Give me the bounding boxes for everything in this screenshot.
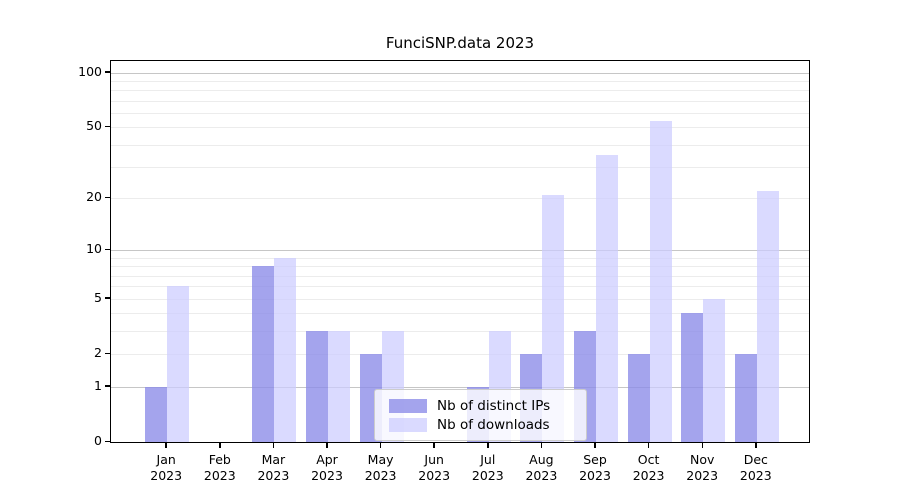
x-tick-label-mar: Mar 2023 bbox=[257, 452, 290, 483]
x-tick-mark-aug bbox=[540, 443, 543, 448]
gridline-minor-30 bbox=[111, 167, 809, 169]
gridline-minor-4 bbox=[111, 313, 809, 315]
legend-swatch-ips bbox=[389, 398, 427, 413]
x-tick-mark-nov bbox=[701, 443, 703, 448]
legend-label-downloads: Nb of downloads bbox=[437, 416, 550, 433]
gridline-minor-80 bbox=[111, 90, 809, 92]
x-tick-label-feb: Feb 2023 bbox=[203, 452, 236, 483]
gridlines-layer bbox=[111, 61, 809, 442]
y-tick-mark-50 bbox=[105, 125, 110, 128]
x-tick-label-dec: Dec 2023 bbox=[739, 452, 772, 483]
gridline-minor-60 bbox=[111, 113, 809, 115]
x-tick-mark-sep bbox=[594, 443, 596, 448]
x-tick-label-may: May 2023 bbox=[364, 452, 397, 483]
y-tick-mark-5 bbox=[105, 297, 110, 299]
bar-ips-dec bbox=[734, 354, 757, 442]
bar-downloads-aug bbox=[542, 194, 565, 442]
gridline-minor-5 bbox=[111, 298, 809, 300]
gridline-minor-9 bbox=[111, 257, 809, 259]
legend-label-ips: Nb of distinct IPs bbox=[437, 397, 551, 414]
gridline-minor-3 bbox=[111, 331, 809, 333]
x-tick-mark-oct bbox=[647, 443, 650, 448]
y-tick-label-2: 2 bbox=[94, 345, 102, 361]
gridline-minor-70 bbox=[111, 101, 809, 102]
y-tick-label-100: 100 bbox=[78, 63, 102, 79]
bar-ips-oct bbox=[627, 354, 650, 442]
y-tick-mark-1 bbox=[105, 385, 110, 387]
bar-ips-jan bbox=[145, 386, 168, 442]
x-tick-label-nov: Nov 2023 bbox=[686, 452, 719, 483]
chart-title: FunciSNP.data 2023 bbox=[385, 34, 535, 52]
x-tick-mark-mar bbox=[272, 443, 275, 448]
legend-swatch-downloads bbox=[389, 417, 427, 432]
x-tick-label-aug: Aug 2023 bbox=[525, 452, 558, 483]
y-tick-mark-20 bbox=[105, 196, 110, 199]
x-tick-mark-jun bbox=[433, 443, 435, 448]
x-tick-label-apr: Apr 2023 bbox=[311, 452, 343, 483]
x-tick-label-sep: Sep 2023 bbox=[579, 452, 611, 483]
bars-layer bbox=[111, 61, 809, 442]
gridline-major-1 bbox=[111, 386, 809, 388]
legend-item-ips: Nb of distinct IPs bbox=[375, 398, 586, 414]
gridline-minor-20 bbox=[111, 198, 809, 200]
bar-downloads-oct bbox=[649, 121, 672, 442]
bar-downloads-mar bbox=[274, 257, 297, 442]
y-tick-label-10: 10 bbox=[86, 241, 102, 257]
y-tick-mark-100 bbox=[105, 71, 110, 73]
y-tick-label-5: 5 bbox=[94, 289, 102, 305]
x-tick-mark-dec bbox=[755, 443, 757, 448]
legend: Nb of distinct IPs Nb of downloads bbox=[374, 389, 587, 441]
bar-downloads-dec bbox=[756, 191, 779, 442]
gridline-minor-6 bbox=[111, 286, 809, 288]
gridline-minor-40 bbox=[111, 144, 809, 146]
x-tick-mark-jan bbox=[165, 443, 167, 448]
gridline-minor-2 bbox=[111, 354, 809, 356]
y-tick-label-1: 1 bbox=[94, 377, 102, 393]
gridline-minor-50 bbox=[111, 127, 809, 129]
x-tick-label-jan: Jan 2023 bbox=[150, 452, 183, 483]
bar-ips-mar bbox=[252, 266, 275, 442]
bar-ips-apr bbox=[306, 331, 328, 442]
x-tick-label-oct: Oct 2023 bbox=[632, 452, 665, 483]
y-tick-label-50: 50 bbox=[86, 118, 102, 134]
x-tick-mark-jul bbox=[487, 443, 489, 448]
y-tick-label-20: 20 bbox=[86, 189, 102, 205]
y-tick-mark-0 bbox=[105, 440, 110, 442]
y-tick-label-0: 0 bbox=[94, 433, 102, 448]
gridline-minor-8 bbox=[111, 266, 809, 268]
x-tick-label-jun: Jun 2023 bbox=[418, 452, 451, 483]
y-tick-mark-10 bbox=[105, 248, 110, 251]
x-tick-mark-apr bbox=[326, 443, 328, 448]
x-tick-mark-may bbox=[379, 443, 382, 448]
bar-downloads-sep bbox=[596, 155, 618, 442]
gridline-major-100 bbox=[111, 72, 809, 74]
bar-downloads-jan bbox=[167, 286, 190, 442]
bar-downloads-apr bbox=[328, 331, 350, 442]
x-tick-mark-feb bbox=[219, 443, 221, 448]
plot-area: Nb of distinct IPs Nb of downloads bbox=[110, 60, 810, 443]
bar-ips-nov bbox=[681, 313, 704, 442]
legend-item-downloads: Nb of downloads bbox=[375, 417, 586, 433]
gridline-major-10 bbox=[111, 250, 809, 252]
x-tick-label-jul: Jul 2023 bbox=[471, 452, 504, 483]
gridline-minor-90 bbox=[111, 81, 809, 83]
bar-downloads-nov bbox=[703, 298, 726, 442]
gridline-minor-7 bbox=[111, 275, 809, 277]
y-tick-mark-2 bbox=[105, 352, 110, 355]
